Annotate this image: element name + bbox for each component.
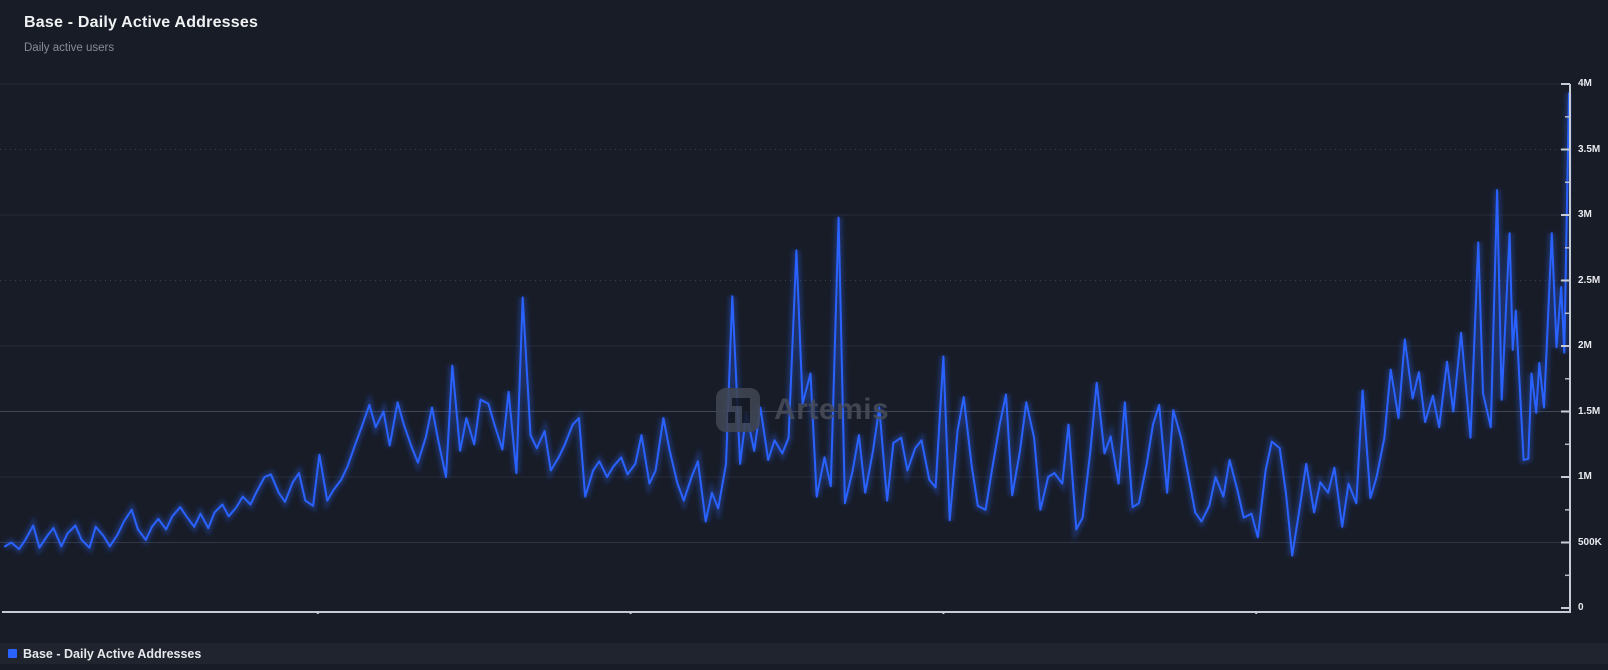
y-axis-tick-label: 3M: [1578, 209, 1592, 220]
y-axis-tick-label: 0: [1578, 602, 1584, 613]
y-axis-tick-label: 3.5M: [1578, 143, 1601, 155]
legend-color-swatch-icon: [8, 649, 17, 658]
chart-canvas: [0, 83, 1572, 614]
y-axis-tick-label: 500K: [1578, 536, 1602, 548]
legend-bar: Base - Daily Active Addresses: [0, 643, 1608, 664]
legend-item[interactable]: Base - Daily Active Addresses: [8, 647, 201, 661]
page-subtitle: Daily active users: [24, 42, 115, 54]
y-axis-tick-label: 4M: [1578, 78, 1592, 89]
page-title: Base - Daily Active Addresses: [24, 14, 259, 31]
y-axis-tick-label: 1M: [1578, 471, 1592, 482]
legend-label: Base - Daily Active Addresses: [23, 646, 202, 661]
y-axis-tick-label: 2M: [1578, 340, 1592, 351]
y-axis-tick-label: 1.5M: [1578, 405, 1601, 417]
chart-header: Base - Daily Active Addresses Daily acti…: [24, 14, 258, 54]
y-axis-tick-label: 2.5M: [1578, 274, 1601, 286]
